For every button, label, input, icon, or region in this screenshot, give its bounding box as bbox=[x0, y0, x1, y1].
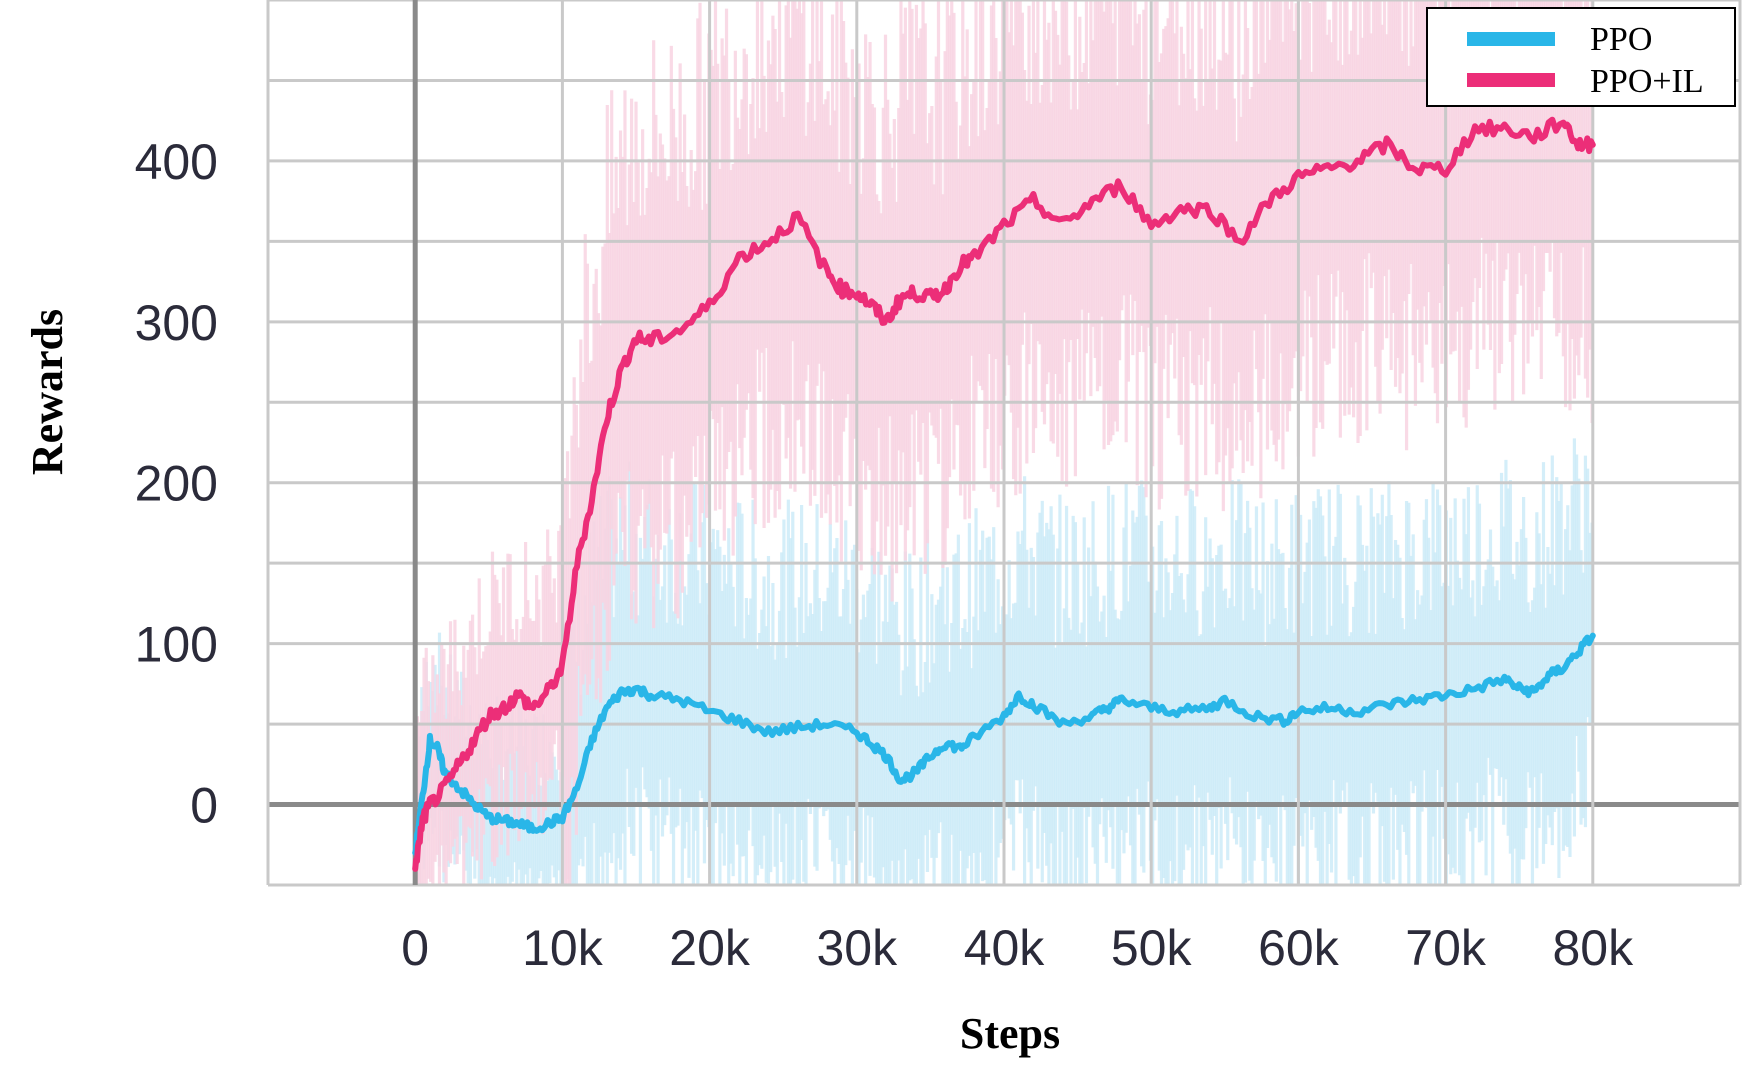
legend-label-ppo-il: PPO+IL bbox=[1590, 63, 1704, 100]
y-tick-labels: 0 100 200 300 400 bbox=[135, 134, 218, 834]
x-tick-label: 0 bbox=[401, 920, 429, 976]
y-axis-title: Rewards bbox=[23, 309, 72, 475]
band-ppo bbox=[413, 438, 1594, 885]
variance-bands bbox=[413, 0, 1594, 885]
x-tick-label: 40k bbox=[964, 920, 1046, 976]
x-tick-label: 10k bbox=[522, 920, 604, 976]
legend-swatch-ppo bbox=[1467, 32, 1555, 46]
x-tick-label: 80k bbox=[1552, 920, 1634, 976]
legend-swatch-ppo-il bbox=[1467, 73, 1555, 87]
y-tick-label: 400 bbox=[135, 134, 218, 190]
y-tick-label: 0 bbox=[190, 778, 218, 834]
x-tick-label: 50k bbox=[1111, 920, 1193, 976]
y-tick-label: 100 bbox=[135, 617, 218, 673]
y-tick-label: 200 bbox=[135, 456, 218, 512]
gridlines bbox=[266, 0, 1742, 887]
x-tick-label: 20k bbox=[669, 920, 751, 976]
legend: PPO PPO+IL bbox=[1426, 7, 1736, 107]
series-line-ppo-il bbox=[412, 116, 1596, 872]
band-ppo-il bbox=[413, 0, 1594, 885]
x-tick-labels: 0 10k 20k 30k 40k 50k 60k 70k 80k bbox=[401, 920, 1634, 976]
legend-label-ppo: PPO bbox=[1590, 21, 1652, 58]
x-tick-label: 60k bbox=[1258, 920, 1340, 976]
series-lines bbox=[412, 116, 1596, 872]
x-tick-label: 30k bbox=[816, 920, 898, 976]
legend-box bbox=[1426, 7, 1736, 107]
y-tick-label: 300 bbox=[135, 295, 218, 351]
x-axis-title: Steps bbox=[960, 1009, 1060, 1058]
x-tick-label: 70k bbox=[1405, 920, 1487, 976]
series-line-ppo bbox=[412, 632, 1596, 856]
